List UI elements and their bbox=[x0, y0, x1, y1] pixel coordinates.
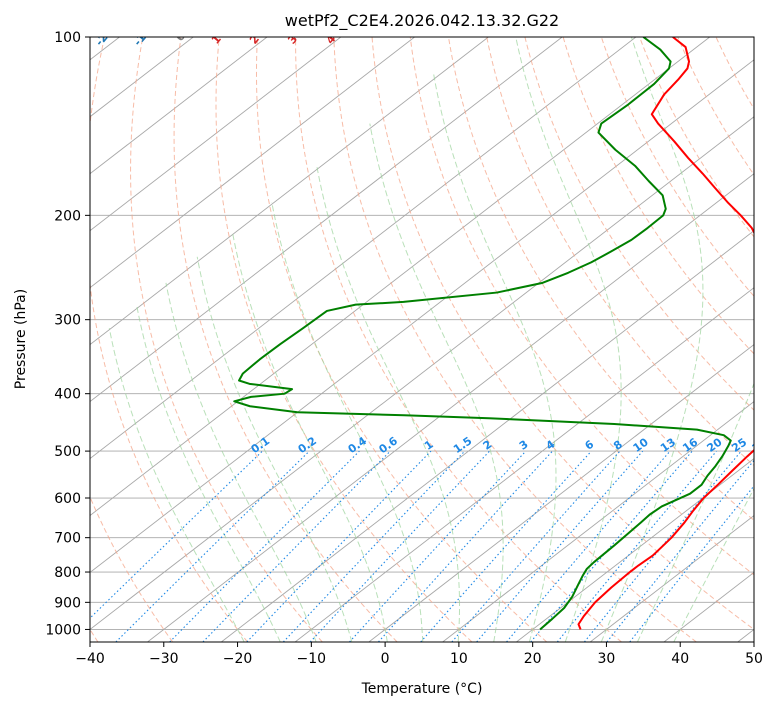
isotherm-line bbox=[90, 37, 637, 460]
isotherm-line bbox=[90, 37, 415, 289]
moist-adiabat bbox=[165, 282, 317, 642]
dewpoint-profile-line bbox=[233, 37, 732, 631]
moist-adiabat bbox=[600, 37, 704, 642]
y-tick-label: 800 bbox=[54, 565, 81, 581]
isotherm-line bbox=[221, 230, 754, 642]
mixing-ratio-line bbox=[606, 459, 754, 642]
dry-adiabat-label: -20 bbox=[93, 25, 116, 49]
axes: −40 −30 −20 −10 0 10 20 30 40 50 100 200 300 400 500 60… bbox=[45, 30, 763, 667]
mixing-ratio-lines bbox=[90, 450, 754, 642]
moist-adiabat bbox=[108, 328, 245, 642]
mixing-ratio-label: 30 bbox=[750, 435, 770, 455]
profile-lines bbox=[233, 37, 754, 631]
dry-adiabat bbox=[173, 37, 398, 642]
y-tick-label: 300 bbox=[54, 313, 81, 329]
mixing-ratio-line bbox=[202, 450, 391, 642]
dry-adiabat-label: -10 bbox=[131, 25, 154, 49]
mixing-ratio-line bbox=[629, 485, 754, 642]
x-tick-label: −10 bbox=[297, 651, 327, 667]
moist-adiabat bbox=[196, 256, 353, 642]
temperature-profile-line bbox=[577, 37, 754, 630]
isotherm-line bbox=[90, 37, 489, 346]
dry-adiabat bbox=[295, 37, 622, 642]
y-tick-label: 100 bbox=[54, 30, 81, 46]
isotherm-line bbox=[442, 401, 754, 642]
mixing-ratio-line bbox=[90, 450, 263, 619]
dry-adiabat-label: 0 bbox=[173, 29, 188, 43]
isotherm-line bbox=[90, 37, 563, 403]
mixing-ratio-line bbox=[530, 450, 693, 642]
dry-adiabat bbox=[639, 37, 754, 238]
isotherm-line bbox=[589, 514, 754, 642]
background-lines bbox=[90, 37, 754, 642]
dry-adiabat bbox=[677, 37, 754, 176]
moist-adiabat bbox=[515, 37, 622, 642]
x-tick-label: 0 bbox=[381, 651, 390, 667]
dry-adiabat bbox=[130, 37, 323, 642]
isotherm-line bbox=[90, 37, 268, 175]
x-tick-label: 50 bbox=[745, 651, 763, 667]
x-tick-label: 20 bbox=[524, 651, 542, 667]
isotherm-line bbox=[90, 37, 342, 232]
y-tick-label: 500 bbox=[54, 444, 81, 460]
x-tick-label: 30 bbox=[598, 651, 616, 667]
moist-adiabat bbox=[136, 306, 281, 642]
moist-adiabat bbox=[673, 487, 754, 642]
dry-adiabat bbox=[524, 37, 754, 411]
dry-adiabat bbox=[447, 37, 754, 521]
mixing-ratio-line bbox=[169, 450, 360, 642]
x-tick-label: −20 bbox=[223, 651, 253, 667]
dry-adiabat bbox=[600, 37, 754, 297]
dry-adiabat-label: 40 bbox=[324, 26, 344, 46]
moist-adiabat bbox=[271, 202, 424, 642]
moist-adiabat bbox=[432, 72, 557, 642]
mixing-ratio-line bbox=[506, 450, 671, 642]
dry-adiabat bbox=[215, 37, 473, 642]
x-tick-label: −40 bbox=[75, 651, 105, 667]
mixing-ratio-line bbox=[556, 450, 717, 642]
mixing-ratio-line bbox=[377, 450, 553, 642]
isotherm-line bbox=[90, 37, 711, 517]
x-tick-label: 10 bbox=[450, 651, 468, 667]
y-tick-label: 200 bbox=[54, 208, 81, 224]
moist-adiabat bbox=[316, 165, 461, 642]
y-axis-label: Pressure (hPa) bbox=[13, 289, 29, 389]
x-tick-label: 40 bbox=[671, 651, 689, 667]
y-tick-label: 600 bbox=[54, 491, 81, 507]
isotherm-line bbox=[368, 344, 754, 642]
dry-adiabat-label: 30 bbox=[285, 26, 305, 46]
dry-adiabat-label: 10 bbox=[209, 26, 229, 46]
y-tick-label: 1000 bbox=[45, 622, 81, 638]
mixing-ratio-line bbox=[583, 450, 742, 642]
dry-adiabat bbox=[90, 37, 248, 642]
y-tick-label: 700 bbox=[54, 531, 81, 547]
moist-adiabat bbox=[369, 123, 504, 642]
plot-frame bbox=[89, 36, 755, 643]
isotherm-line bbox=[516, 457, 754, 642]
dry-adiabat bbox=[486, 37, 754, 467]
chart-title: wetPf2_C2E4.2026.042.13.32.G22 bbox=[285, 11, 559, 31]
dry-adiabat bbox=[409, 37, 754, 576]
dry-adiabat bbox=[371, 37, 754, 631]
x-axis-label: Temperature (°C) bbox=[361, 681, 483, 697]
isotherm-line bbox=[147, 173, 754, 642]
isotherm-line bbox=[90, 59, 754, 574]
y-tick-label: 400 bbox=[54, 387, 81, 403]
moist-adiabat bbox=[636, 382, 754, 642]
y-tick-label: 900 bbox=[54, 595, 81, 611]
dry-adiabat-label: 20 bbox=[247, 26, 267, 46]
mixing-ratio-line bbox=[349, 450, 527, 642]
moist-adiabat bbox=[232, 233, 388, 642]
mixing-ratio-line bbox=[246, 450, 432, 642]
dry-adiabat bbox=[333, 37, 697, 642]
mixing-ratio-line bbox=[115, 450, 310, 642]
dry-adiabat bbox=[562, 37, 754, 355]
dry-adiabat bbox=[255, 37, 548, 642]
x-tick-label: −30 bbox=[149, 651, 179, 667]
isotherm-line bbox=[90, 116, 754, 631]
mixing-ratio-line bbox=[420, 450, 592, 642]
